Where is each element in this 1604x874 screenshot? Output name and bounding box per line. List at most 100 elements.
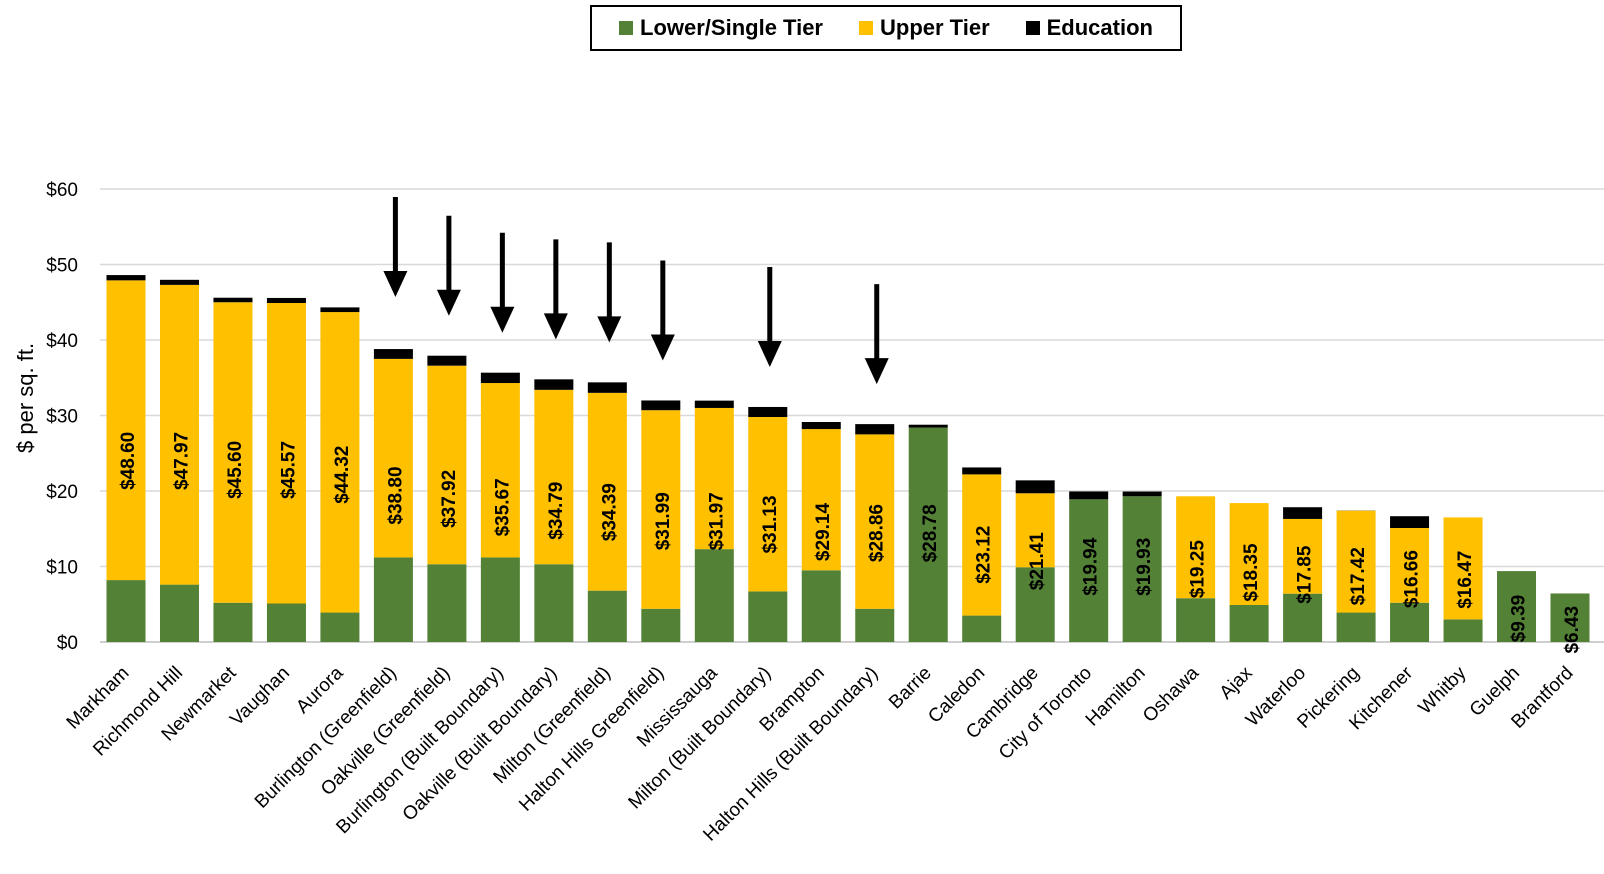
arrow-head	[864, 358, 889, 385]
bar-segment-education	[587, 382, 627, 393]
bar-segment-lower	[1176, 598, 1216, 642]
bar-segment-education	[801, 421, 841, 430]
bar-segment-upper	[427, 365, 467, 565]
arrow-head	[543, 313, 568, 340]
bar-segment-lower	[106, 580, 146, 642]
legend-swatch-upper	[859, 21, 873, 35]
bar-segment-education	[1283, 507, 1323, 519]
legend-swatch-education	[1025, 21, 1040, 35]
bar-segment-lower	[373, 557, 413, 642]
bar-total-label: $35.67	[492, 478, 513, 536]
bar-total-label: $17.42	[1348, 547, 1369, 605]
bar-segment-lower	[1015, 567, 1055, 642]
bar-segment-lower	[534, 564, 574, 642]
bar-total-label: $28.78	[920, 504, 941, 562]
x-tick-label: Barrie	[885, 663, 936, 714]
bar-segment-lower	[1443, 619, 1483, 642]
bar-segment-education	[962, 467, 1002, 475]
bar-segment-lower	[962, 615, 1002, 642]
bar-total-label: $23.12	[974, 526, 995, 584]
arrow-head	[436, 289, 461, 316]
bar-segment-lower	[1229, 605, 1269, 642]
bar-segment-education	[266, 297, 306, 304]
bar-segment-upper	[1336, 510, 1376, 613]
bar-segment-lower	[1069, 499, 1109, 642]
bar-segment-education	[534, 379, 574, 390]
bar-segment-lower	[1122, 496, 1162, 642]
bar-segment-education	[320, 307, 360, 313]
legend-label: Education	[1046, 15, 1153, 40]
bar-segment-upper	[587, 392, 627, 591]
bar-total-label: $37.92	[439, 470, 460, 528]
bar-segment-education	[159, 279, 199, 285]
bar-total-label: $9.39	[1509, 595, 1530, 643]
bar-segment-lower	[266, 603, 306, 642]
bar-total-label: $18.35	[1241, 543, 1262, 602]
bar-segment-upper	[213, 302, 253, 603]
bar-segment-education	[748, 406, 788, 418]
bar-total-label: $31.97	[706, 492, 727, 550]
bar-total-label: $17.85	[1295, 545, 1316, 604]
bar-segment-lower	[801, 570, 841, 642]
bar-segment-lower	[1390, 602, 1430, 642]
bar-total-label: $21.41	[1027, 532, 1048, 591]
y-axis-label: $ per sq. ft.	[13, 342, 38, 453]
bar-segment-lower	[159, 584, 199, 642]
bar-segment-education	[213, 297, 253, 303]
bar-segment-education	[1122, 491, 1162, 497]
bar-total-label: $34.79	[546, 482, 567, 540]
arrow-head	[490, 306, 515, 333]
bar-total-label: $29.14	[813, 503, 834, 562]
bar-total-label: $19.93	[1134, 538, 1155, 596]
legend-item-education: Education	[1025, 15, 1153, 41]
bar-total-label: $45.60	[225, 441, 246, 499]
bar-total-label: $45.57	[278, 441, 299, 499]
bar-segment-upper	[1229, 503, 1269, 606]
bar-segment-lower	[480, 557, 520, 642]
bar-total-label: $48.60	[118, 432, 139, 490]
bar-segment-upper	[748, 417, 788, 592]
legend: Lower/Single Tier Upper Tier Education	[590, 5, 1182, 51]
bar-segment-lower	[908, 427, 948, 642]
bar-total-label: $38.80	[385, 466, 406, 524]
y-tick-label: $20	[46, 482, 78, 503]
arrow-head	[597, 316, 622, 343]
bar-total-label: $6.43	[1562, 606, 1583, 654]
bar-total-label: $19.94	[1081, 537, 1102, 596]
arrow-head	[383, 271, 408, 298]
bar-segment-upper	[694, 407, 734, 550]
bar-total-label: $34.39	[599, 483, 620, 541]
bar-segment-upper	[1283, 518, 1323, 594]
bar-segment-lower	[641, 608, 681, 642]
bar-segment-education	[1069, 491, 1109, 500]
bar-segment-upper	[159, 284, 199, 585]
bar-segment-lower	[855, 608, 895, 642]
bar-total-label: $16.66	[1402, 550, 1423, 608]
bar-segment-education	[373, 349, 413, 359]
legend-item-upper-tier: Upper Tier	[859, 15, 990, 41]
bar-segment-education	[427, 355, 467, 366]
x-tick-label: City of Toronto	[995, 663, 1096, 764]
bar-total-label: $31.99	[653, 492, 674, 550]
y-tick-label: $10	[46, 558, 78, 579]
bar-segment-education	[1390, 516, 1430, 528]
bar-segment-upper	[480, 383, 520, 558]
bar-segment-lower	[694, 549, 734, 642]
bar-segment-upper	[801, 429, 841, 571]
bar-segment-education	[908, 424, 948, 428]
bar-segment-upper	[1015, 493, 1055, 568]
bar-segment-lower	[587, 590, 627, 642]
y-tick-label: $40	[46, 331, 78, 352]
bar-segment-lower	[1336, 612, 1376, 642]
y-tick-label: $30	[46, 407, 78, 428]
x-tick-label: Vaughan	[226, 663, 294, 731]
y-axis-ticks: $0 $10 $20 $30 $40 $50 $60	[46, 180, 78, 654]
x-tick-label: Whitby	[1415, 662, 1471, 718]
y-tick-label: $60	[46, 180, 78, 201]
bar-segment-education	[855, 424, 895, 435]
legend-item-lower-single-tier: Lower/Single Tier	[619, 15, 823, 41]
bar-segment-education	[106, 275, 146, 281]
bar-segment-upper	[320, 312, 360, 613]
bar-segment-upper	[1390, 527, 1430, 603]
